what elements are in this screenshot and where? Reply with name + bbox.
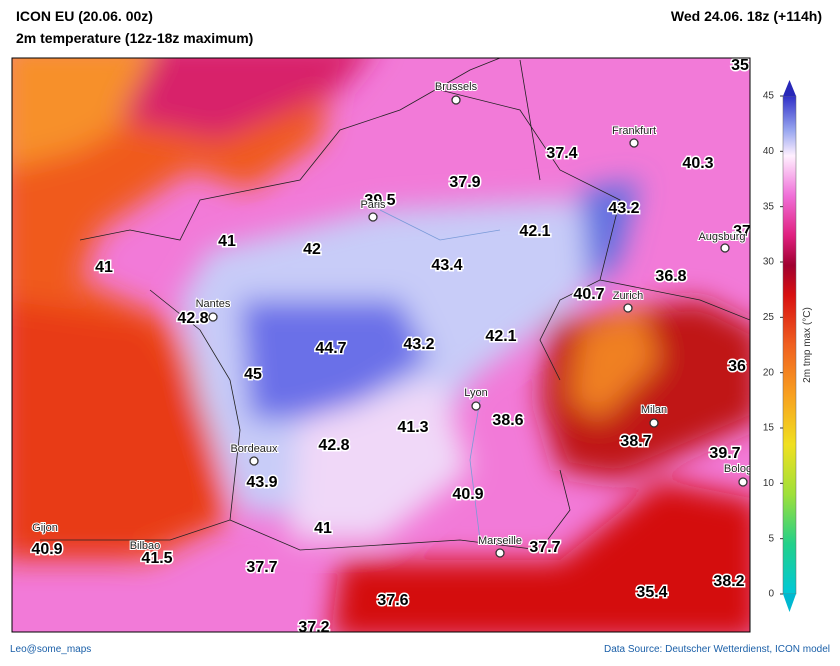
temperature-value: 38.6: [492, 412, 523, 429]
city-label: Paris: [360, 199, 386, 211]
map-frame: [11, 57, 751, 633]
temperature-value: 40.9: [452, 486, 483, 503]
colorbar-tick-label: 15: [763, 423, 775, 434]
city-label: Brussels: [435, 81, 478, 93]
city-marker: [629, 138, 639, 148]
colorbar-tick-label: 30: [763, 257, 775, 268]
credit: Leo@some_maps: [10, 644, 91, 655]
temperature-value: 45: [244, 366, 262, 383]
valid-time: Wed 24.06. 18z (+114h): [671, 8, 822, 24]
temperature-value: 42: [303, 241, 321, 258]
temperature-value: 43.4: [431, 257, 462, 274]
temperature-value: 42.8: [177, 310, 208, 327]
temperature-value: 43.9: [246, 474, 277, 491]
colorbar-tick-label: 0: [768, 589, 774, 600]
colorbar: [782, 80, 797, 612]
temperature-value: 35.4: [636, 584, 667, 601]
colorbar-label: 2m tmp max (°C): [802, 307, 813, 383]
temperature-value: 41: [95, 259, 113, 276]
city-label: Augsburg: [698, 231, 745, 243]
colorbar-tick-label: 35: [763, 201, 775, 212]
source: Data Source: Deutscher Wetterdienst, ICO…: [604, 644, 830, 655]
temperature-value: 40.3: [682, 155, 713, 172]
city-label: Marseille: [478, 535, 522, 547]
colorbar-tick-label: 10: [763, 478, 775, 489]
temperature-value: 39.5: [364, 192, 395, 209]
temperature-value: 41.3: [397, 419, 428, 436]
city-marker: [471, 401, 481, 411]
colorbar-tick-label: 5: [768, 533, 774, 544]
temperature-value: 37.9: [449, 174, 480, 191]
colorbar-tick-label: 20: [763, 367, 775, 378]
temperature-value: 37.7: [529, 539, 560, 556]
city-marker: [249, 456, 259, 466]
temperature-value: 43.2: [608, 200, 639, 217]
city-label: Lyon: [464, 387, 487, 399]
city-label: Gijon: [32, 522, 58, 534]
temperature-value: 40.7: [573, 286, 604, 303]
temperature-value: 37.7: [246, 559, 277, 576]
temperature-value: 42.8: [318, 437, 349, 454]
temperature-value: 37.2: [298, 619, 329, 636]
city-marker: [738, 477, 748, 487]
temperature-value: 35: [731, 57, 749, 74]
city-label: Frankfurt: [612, 125, 656, 137]
temperature-value: 41.5: [141, 550, 172, 567]
temperature-value: 37: [733, 223, 751, 240]
temperature-value: 41: [218, 233, 236, 250]
temperature-value: 36: [728, 358, 746, 375]
city-marker: [623, 303, 633, 313]
colorbar-tick-label: 40: [763, 146, 775, 157]
city-label: Milan: [641, 404, 667, 416]
city-marker: [451, 95, 461, 105]
colorbar-tick-label: 25: [763, 312, 775, 323]
temperature-value: 42.1: [485, 328, 516, 345]
city-marker: [495, 548, 505, 558]
model-title: ICON EU (20.06. 00z): [16, 8, 153, 24]
temperature-value: 43.2: [403, 336, 434, 353]
temperature-value: 39.7: [709, 445, 740, 462]
parameter-title: 2m temperature (12z-18z maximum): [16, 30, 253, 46]
city-label: Bilbao: [130, 540, 161, 552]
city-label: Bordeaux: [230, 443, 278, 455]
city-marker: [368, 212, 378, 222]
colorbar-tick-label: 45: [763, 91, 775, 102]
city-label: Bolog: [724, 463, 752, 475]
temperature-value: 44.7: [315, 340, 346, 357]
temperature-value: 40.9: [31, 541, 62, 558]
city-marker: [208, 312, 218, 322]
temperature-value: 37.4: [546, 145, 577, 162]
temperature-value: 41: [314, 520, 332, 537]
city-label: Zurich: [613, 290, 644, 302]
city-marker: [649, 418, 659, 428]
temperature-value: 38.7: [620, 433, 651, 450]
temperature-value: 38.2: [713, 573, 744, 590]
map: 35 37.4 40.3 37.9 39.5 43.2 37 41 42 42.1 43.4 41 36…: [12, 57, 752, 636]
temperature-value: 37.6: [377, 592, 408, 609]
temperature-value: 36.8: [655, 268, 686, 285]
city-label: Nantes: [196, 298, 231, 310]
city-marker: [720, 243, 730, 253]
temperature-value: 42.1: [519, 223, 550, 240]
